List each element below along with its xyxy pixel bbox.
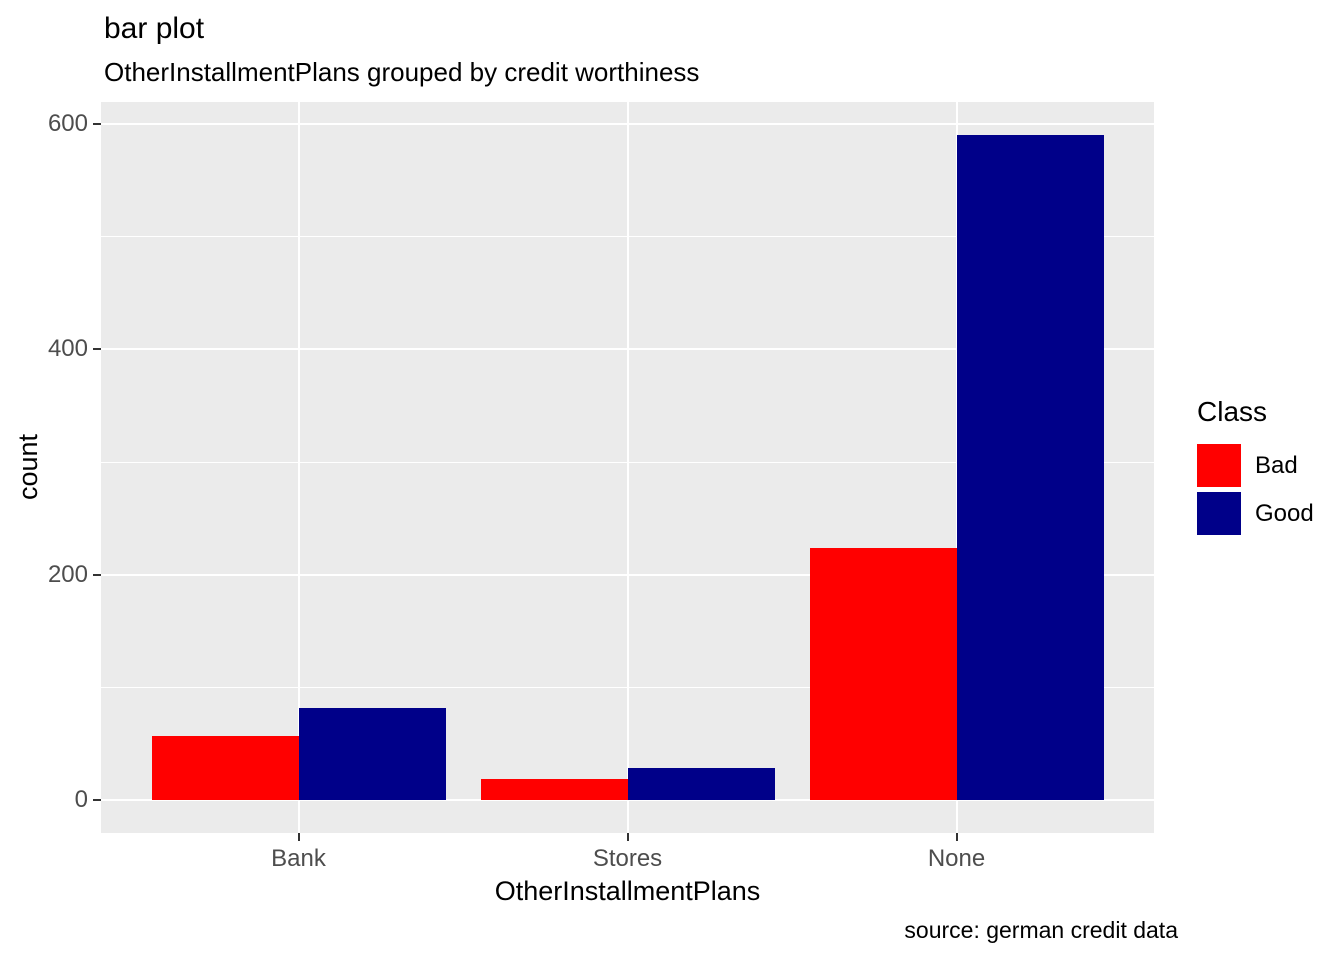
gridline-major-x-stores bbox=[626, 102, 629, 833]
legend-swatch-bad bbox=[1197, 444, 1241, 487]
plot-caption: source: german credit data bbox=[904, 917, 1178, 943]
y-tick-label-0: 0 bbox=[74, 786, 88, 813]
y-tick-200 bbox=[93, 573, 101, 576]
bar-bank-good bbox=[298, 707, 446, 800]
legend-item-good: Good bbox=[1197, 492, 1314, 535]
x-tick-stores bbox=[626, 833, 629, 841]
y-tick-label-600: 600 bbox=[47, 110, 88, 137]
y-tick-400 bbox=[93, 348, 101, 351]
plot-panel bbox=[101, 102, 1154, 833]
x-tick-none bbox=[955, 833, 958, 841]
legend-title: Class bbox=[1197, 396, 1268, 427]
legend-swatch-good bbox=[1197, 492, 1241, 535]
x-tick-bank bbox=[297, 833, 300, 841]
y-tick-600 bbox=[93, 123, 101, 125]
legend-items: Bad Good bbox=[1197, 444, 1314, 535]
x-tick-label-stores: Stores bbox=[592, 845, 663, 872]
gridline-major-x-bank bbox=[297, 102, 300, 833]
bar-stores-bad bbox=[480, 778, 628, 800]
x-tick-label-bank: Bank bbox=[271, 845, 326, 872]
bar-none-bad bbox=[809, 547, 957, 800]
y-tick-0 bbox=[93, 799, 101, 801]
plot-title: bar plot bbox=[104, 12, 205, 45]
legend-item-bad: Bad bbox=[1197, 444, 1314, 487]
bar-stores-good bbox=[627, 768, 775, 800]
y-tick-label-400: 400 bbox=[47, 335, 88, 363]
bar-bank-bad bbox=[151, 735, 299, 800]
legend-label-good: Good bbox=[1255, 499, 1314, 527]
y-axis-title: count bbox=[13, 433, 43, 501]
x-tick-label-none: None bbox=[927, 845, 986, 872]
bar-none-good bbox=[956, 135, 1104, 800]
plot-subtitle: OtherInstallmentPlans grouped by credit … bbox=[104, 57, 700, 87]
y-tick-label-200: 200 bbox=[47, 560, 88, 588]
legend: Class Bad Good bbox=[1197, 396, 1314, 535]
x-axis-title: OtherInstallmentPlans bbox=[494, 876, 761, 906]
legend-label-bad: Bad bbox=[1255, 451, 1298, 479]
